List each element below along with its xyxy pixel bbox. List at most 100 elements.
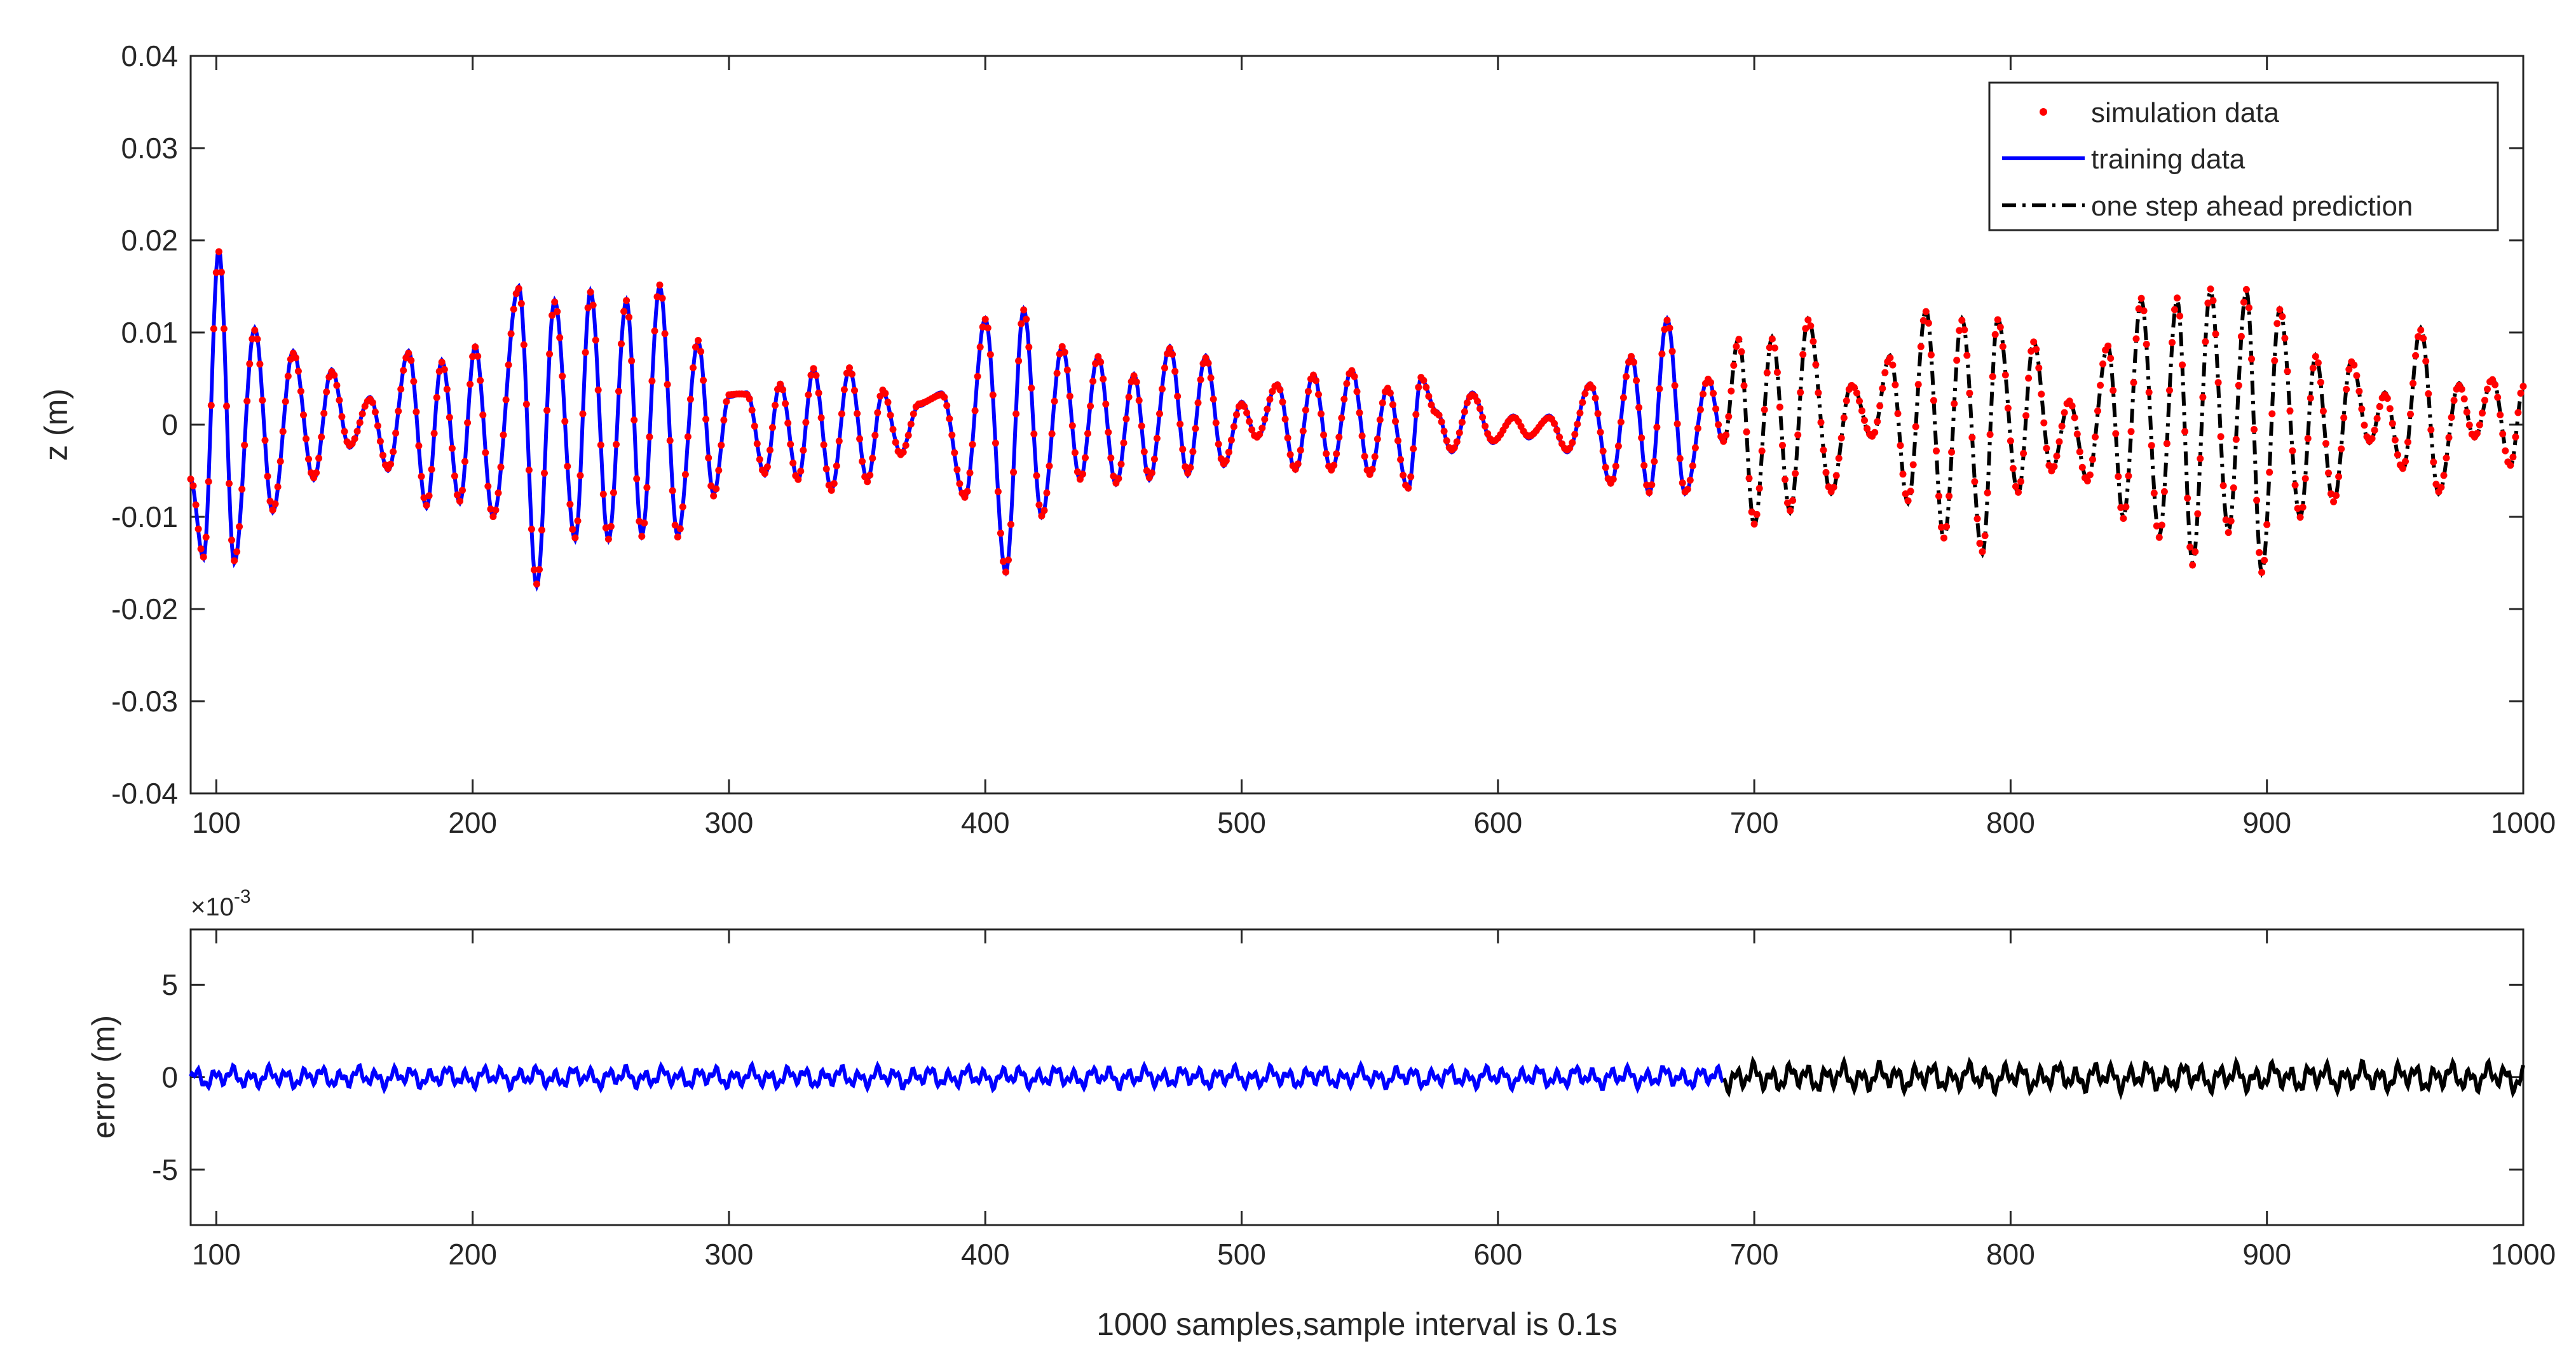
simulation-data-point [1150, 455, 1158, 463]
simulation-data-point [356, 419, 364, 427]
simulation-data-point [533, 580, 540, 588]
simulation-data-point [2386, 405, 2394, 413]
simulation-data-point [2448, 414, 2455, 421]
simulation-data-point [1120, 439, 1128, 447]
simulation-data-point [953, 466, 961, 474]
simulation-data-point [992, 439, 999, 447]
simulation-data-point [794, 476, 802, 483]
simulation-data-point [941, 394, 948, 401]
simulation-data-point [1407, 473, 1415, 481]
simulation-data-point [2150, 490, 2158, 497]
simulation-data-point [2143, 341, 2150, 348]
simulation-data-point [2432, 481, 2440, 488]
simulation-data-point [1766, 344, 1773, 352]
simulation-data-point [1579, 399, 1586, 406]
simulation-data-point [1591, 394, 1599, 402]
simulation-data-point [1159, 385, 1166, 393]
simulation-data-point [1574, 420, 1581, 428]
top-x-tick-label: 600 [1473, 806, 1522, 839]
simulation-data-point [1694, 425, 1701, 432]
simulation-data-point [1033, 472, 1040, 479]
simulation-data-point [530, 566, 538, 573]
simulation-data-point [769, 424, 776, 431]
simulation-data-point [1635, 404, 1643, 411]
simulation-data-point [1676, 455, 1684, 462]
simulation-data-point [623, 297, 630, 305]
simulation-data-point [1297, 446, 1304, 454]
simulation-data-point [2355, 388, 2363, 395]
exponent-base: ×10 [191, 893, 234, 921]
simulation-data-point [1837, 434, 1845, 442]
simulation-data-point [2509, 453, 2517, 461]
simulation-data-point [2289, 447, 2296, 455]
simulation-data-point [2001, 371, 2009, 379]
simulation-data-point [1068, 422, 1076, 430]
simulation-data-point [797, 467, 805, 475]
simulation-data-point [1576, 409, 1584, 417]
simulation-data-point [2491, 381, 2499, 388]
simulation-data-point [1438, 418, 1445, 426]
simulation-data-point [1691, 444, 1699, 451]
simulation-data-point [630, 416, 638, 424]
bottom-x-tick-label: 200 [448, 1238, 497, 1271]
top-x-tick-label: 400 [961, 806, 1010, 839]
simulation-data-point [1646, 489, 1653, 497]
simulation-data-point [1230, 423, 1237, 430]
simulation-data-point [2035, 364, 2043, 372]
simulation-data-point [1030, 430, 1038, 438]
simulation-data-point [1840, 414, 1848, 421]
simulation-data-point [353, 427, 361, 435]
simulation-data-point [1333, 450, 1340, 458]
simulation-data-point [2055, 438, 2063, 446]
simulation-data-point [538, 526, 545, 534]
simulation-data-point [2499, 430, 2507, 438]
simulation-data-point [1933, 447, 1940, 455]
top-x-tick-label: 1000 [2491, 806, 2556, 839]
simulation-data-point [669, 487, 676, 495]
simulation-data-point [520, 341, 528, 348]
simulation-data-point [341, 428, 348, 435]
simulation-data-point [779, 386, 787, 394]
simulation-data-point [620, 308, 628, 315]
simulation-data-point [1225, 448, 1232, 456]
simulation-data-point [1876, 402, 1884, 409]
simulation-data-point [371, 408, 379, 416]
simulation-data-point [1299, 427, 1307, 435]
simulation-data-point [1625, 359, 1632, 366]
simulation-data-point [2202, 338, 2209, 345]
simulation-data-point [2422, 357, 2430, 365]
simulation-data-point [226, 480, 233, 488]
simulation-data-point [336, 397, 343, 404]
simulation-data-point [510, 305, 517, 313]
simulation-data-point [994, 488, 1002, 495]
simulation-data-point [1609, 476, 1617, 483]
simulation-data-point [1412, 411, 1420, 418]
simulation-data-point [2458, 385, 2465, 393]
simulation-data-point [1084, 430, 1091, 437]
simulation-data-point [830, 480, 838, 488]
top-plot: 100 200 300 400 500 600 700 800 900 1000 -0.04 -0.0… [38, 39, 2556, 839]
simulation-data-point [2058, 422, 2066, 430]
simulation-data-point [469, 353, 477, 360]
simulation-data-point [1210, 395, 1217, 403]
simulation-data-point [1696, 406, 1704, 413]
top-y-tick-label: 0.01 [121, 316, 178, 349]
simulation-data-point [820, 441, 828, 449]
simulation-data-point [2271, 357, 2279, 364]
simulation-data-point [2217, 433, 2225, 441]
simulation-data-point [484, 483, 492, 490]
simulation-data-point [1815, 389, 1822, 397]
bottom-x-tick-label: 400 [961, 1238, 1010, 1271]
simulation-data-point [410, 378, 418, 385]
simulation-data-point [1353, 388, 1361, 395]
simulation-data-point [840, 386, 848, 394]
simulation-data-point [2186, 544, 2194, 551]
simulation-data-point [1309, 371, 1317, 379]
simulation-data-point [582, 348, 589, 356]
simulation-data-point [217, 268, 225, 276]
simulation-data-point [1984, 489, 1991, 497]
simulation-data-point [2038, 390, 2045, 398]
simulation-data-point [2512, 433, 2519, 441]
simulation-data-point [646, 433, 653, 441]
simulation-data-point [461, 458, 468, 465]
